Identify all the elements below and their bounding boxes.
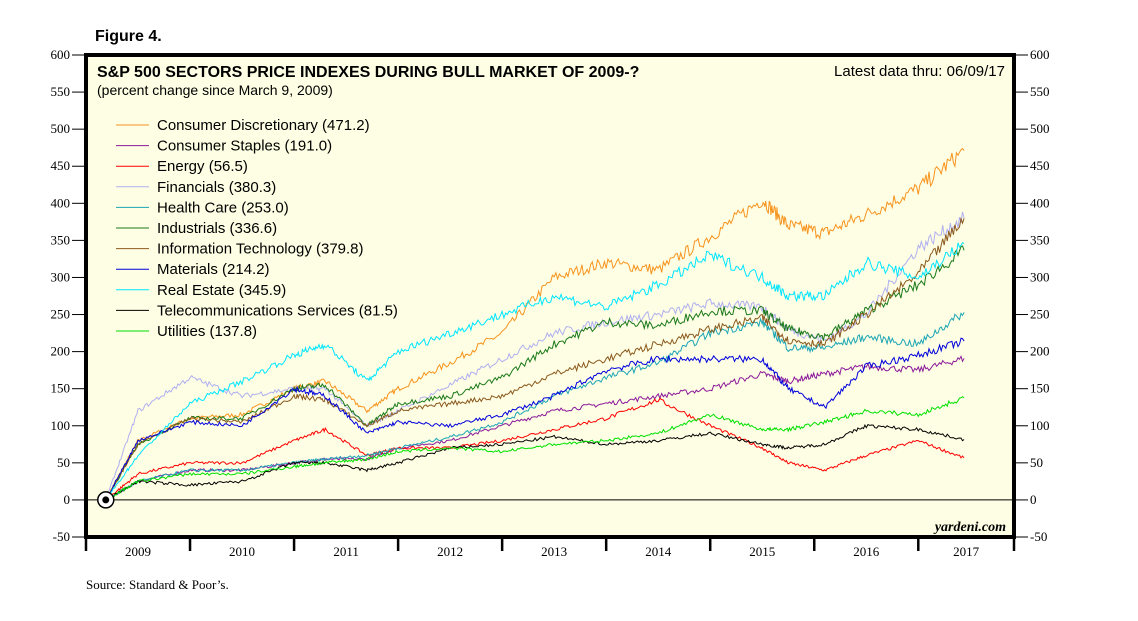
x-tick-label: 2012 [437,544,463,559]
legend-label: Energy (56.5) [157,158,248,175]
y-tick-label-right: 350 [1030,232,1050,247]
legend-item: Health Care (253.0) [116,199,289,216]
y-tick-label-left: 600 [51,47,71,62]
legend-item: Energy (56.5) [116,158,248,175]
legend-label: Real Estate (345.9) [157,282,286,299]
series-line-energy [105,397,965,501]
y-tick-label-left: 500 [51,121,71,136]
y-tick-label-left: 350 [51,232,71,247]
y-tick-label-left: 250 [51,307,71,322]
y-tick-label-right: 400 [1030,195,1050,210]
legend: Consumer Discretionary (471.2) Consumer S… [116,117,398,340]
y-tick-label-right: 600 [1030,47,1050,62]
y-tick-label-right: 300 [1030,269,1050,284]
y-tick-label-right: 50 [1030,455,1043,470]
y-axis-left: -50 0 50 100 150 200 250 300 350 400 450 500 550 600 [51,47,86,544]
y-tick-label-right: 0 [1030,492,1037,507]
legend-item: Telecommunications Services (81.5) [116,302,398,319]
x-tick-label: 2010 [229,544,255,559]
legend-label: Information Technology (379.8) [157,241,364,258]
legend-item: Financials (380.3) [116,179,276,196]
legend-item: Materials (214.2) [116,261,270,278]
y-tick-label-left: -50 [53,529,70,544]
latest-data-note: Latest data thru: 06/09/17 [834,63,1005,80]
chart-title: S&P 500 SECTORS PRICE INDEXES DURING BUL… [97,64,639,81]
y-tick-label-left: 50 [57,455,70,470]
series-line-health-care [105,312,965,501]
x-tick-label: 2014 [645,544,672,559]
x-tick-label: 2016 [853,544,880,559]
legend-item: Information Technology (379.8) [116,241,364,258]
y-tick-label-right: -50 [1030,529,1047,544]
legend-label: Health Care (253.0) [157,199,289,216]
y-tick-label-left: 300 [51,269,71,284]
y-tick-label-left: 550 [51,84,71,99]
series-line-utilities [105,396,965,501]
y-tick-label-right: 250 [1030,307,1050,322]
y-tick-label-right: 500 [1030,121,1050,136]
series-line-consumer-staples [105,355,965,502]
series-lines [105,147,965,502]
x-tick-label: 2015 [749,544,775,559]
legend-label: Utilities (137.8) [157,323,257,340]
legend-item: Utilities (137.8) [116,323,257,340]
legend-label: Consumer Staples (191.0) [157,138,332,155]
x-tick-label: 2009 [125,544,151,559]
y-tick-label-right: 550 [1030,84,1050,99]
y-tick-label-left: 150 [51,381,71,396]
y-tick-label-left: 450 [51,158,71,173]
legend-label: Consumer Discretionary (471.2) [157,117,370,134]
legend-label: Industrials (336.6) [157,220,277,237]
y-axis-right: -50 0 50 100 150 200 250 300 350 400 450 500 550 600 [1014,47,1050,544]
x-axis: 2009 2010 2011 2012 2013 2014 2015 2016 2017 [84,537,1016,559]
y-tick-label-left: 0 [64,492,71,507]
series-line-telecommunications-services [105,423,965,501]
origin-dot [102,496,110,504]
plot-background [86,55,1014,537]
y-tick-label-left: 100 [51,418,71,433]
series-line-consumer-discretionary [105,147,965,501]
origin-marker-icon [97,491,115,509]
x-tick-label: 2013 [541,544,567,559]
plot-frame [84,53,1016,539]
legend-label: Materials (214.2) [157,261,270,278]
x-tick-label: 2017 [953,544,980,559]
series-line-financials [105,211,965,501]
y-tick-label-right: 200 [1030,344,1050,359]
series-line-materials [105,337,965,501]
y-tick-label-left: 400 [51,195,71,210]
y-tick-label-right: 150 [1030,381,1050,396]
y-tick-label-left: 200 [51,344,71,359]
legend-label: Financials (380.3) [157,179,276,196]
source-note: Source: Standard & Poor’s. [86,577,229,592]
watermark: yardeni.com [933,520,1006,535]
figure-label: Figure 4. [95,28,162,45]
y-tick-label-right: 100 [1030,418,1050,433]
legend-item: Consumer Discretionary (471.2) [116,117,370,134]
series-line-industrials [105,245,965,501]
legend-item: Industrials (336.6) [116,220,277,237]
chart-subtitle: (percent change since March 9, 2009) [97,82,333,98]
series-line-real-estate [105,242,965,501]
legend-item: Consumer Staples (191.0) [116,138,332,155]
legend-label: Telecommunications Services (81.5) [157,302,398,319]
legend-item: Real Estate (345.9) [116,282,286,299]
y-tick-label-right: 450 [1030,158,1050,173]
series-line-information-technology [105,216,965,501]
x-tick-label: 2011 [333,544,359,559]
